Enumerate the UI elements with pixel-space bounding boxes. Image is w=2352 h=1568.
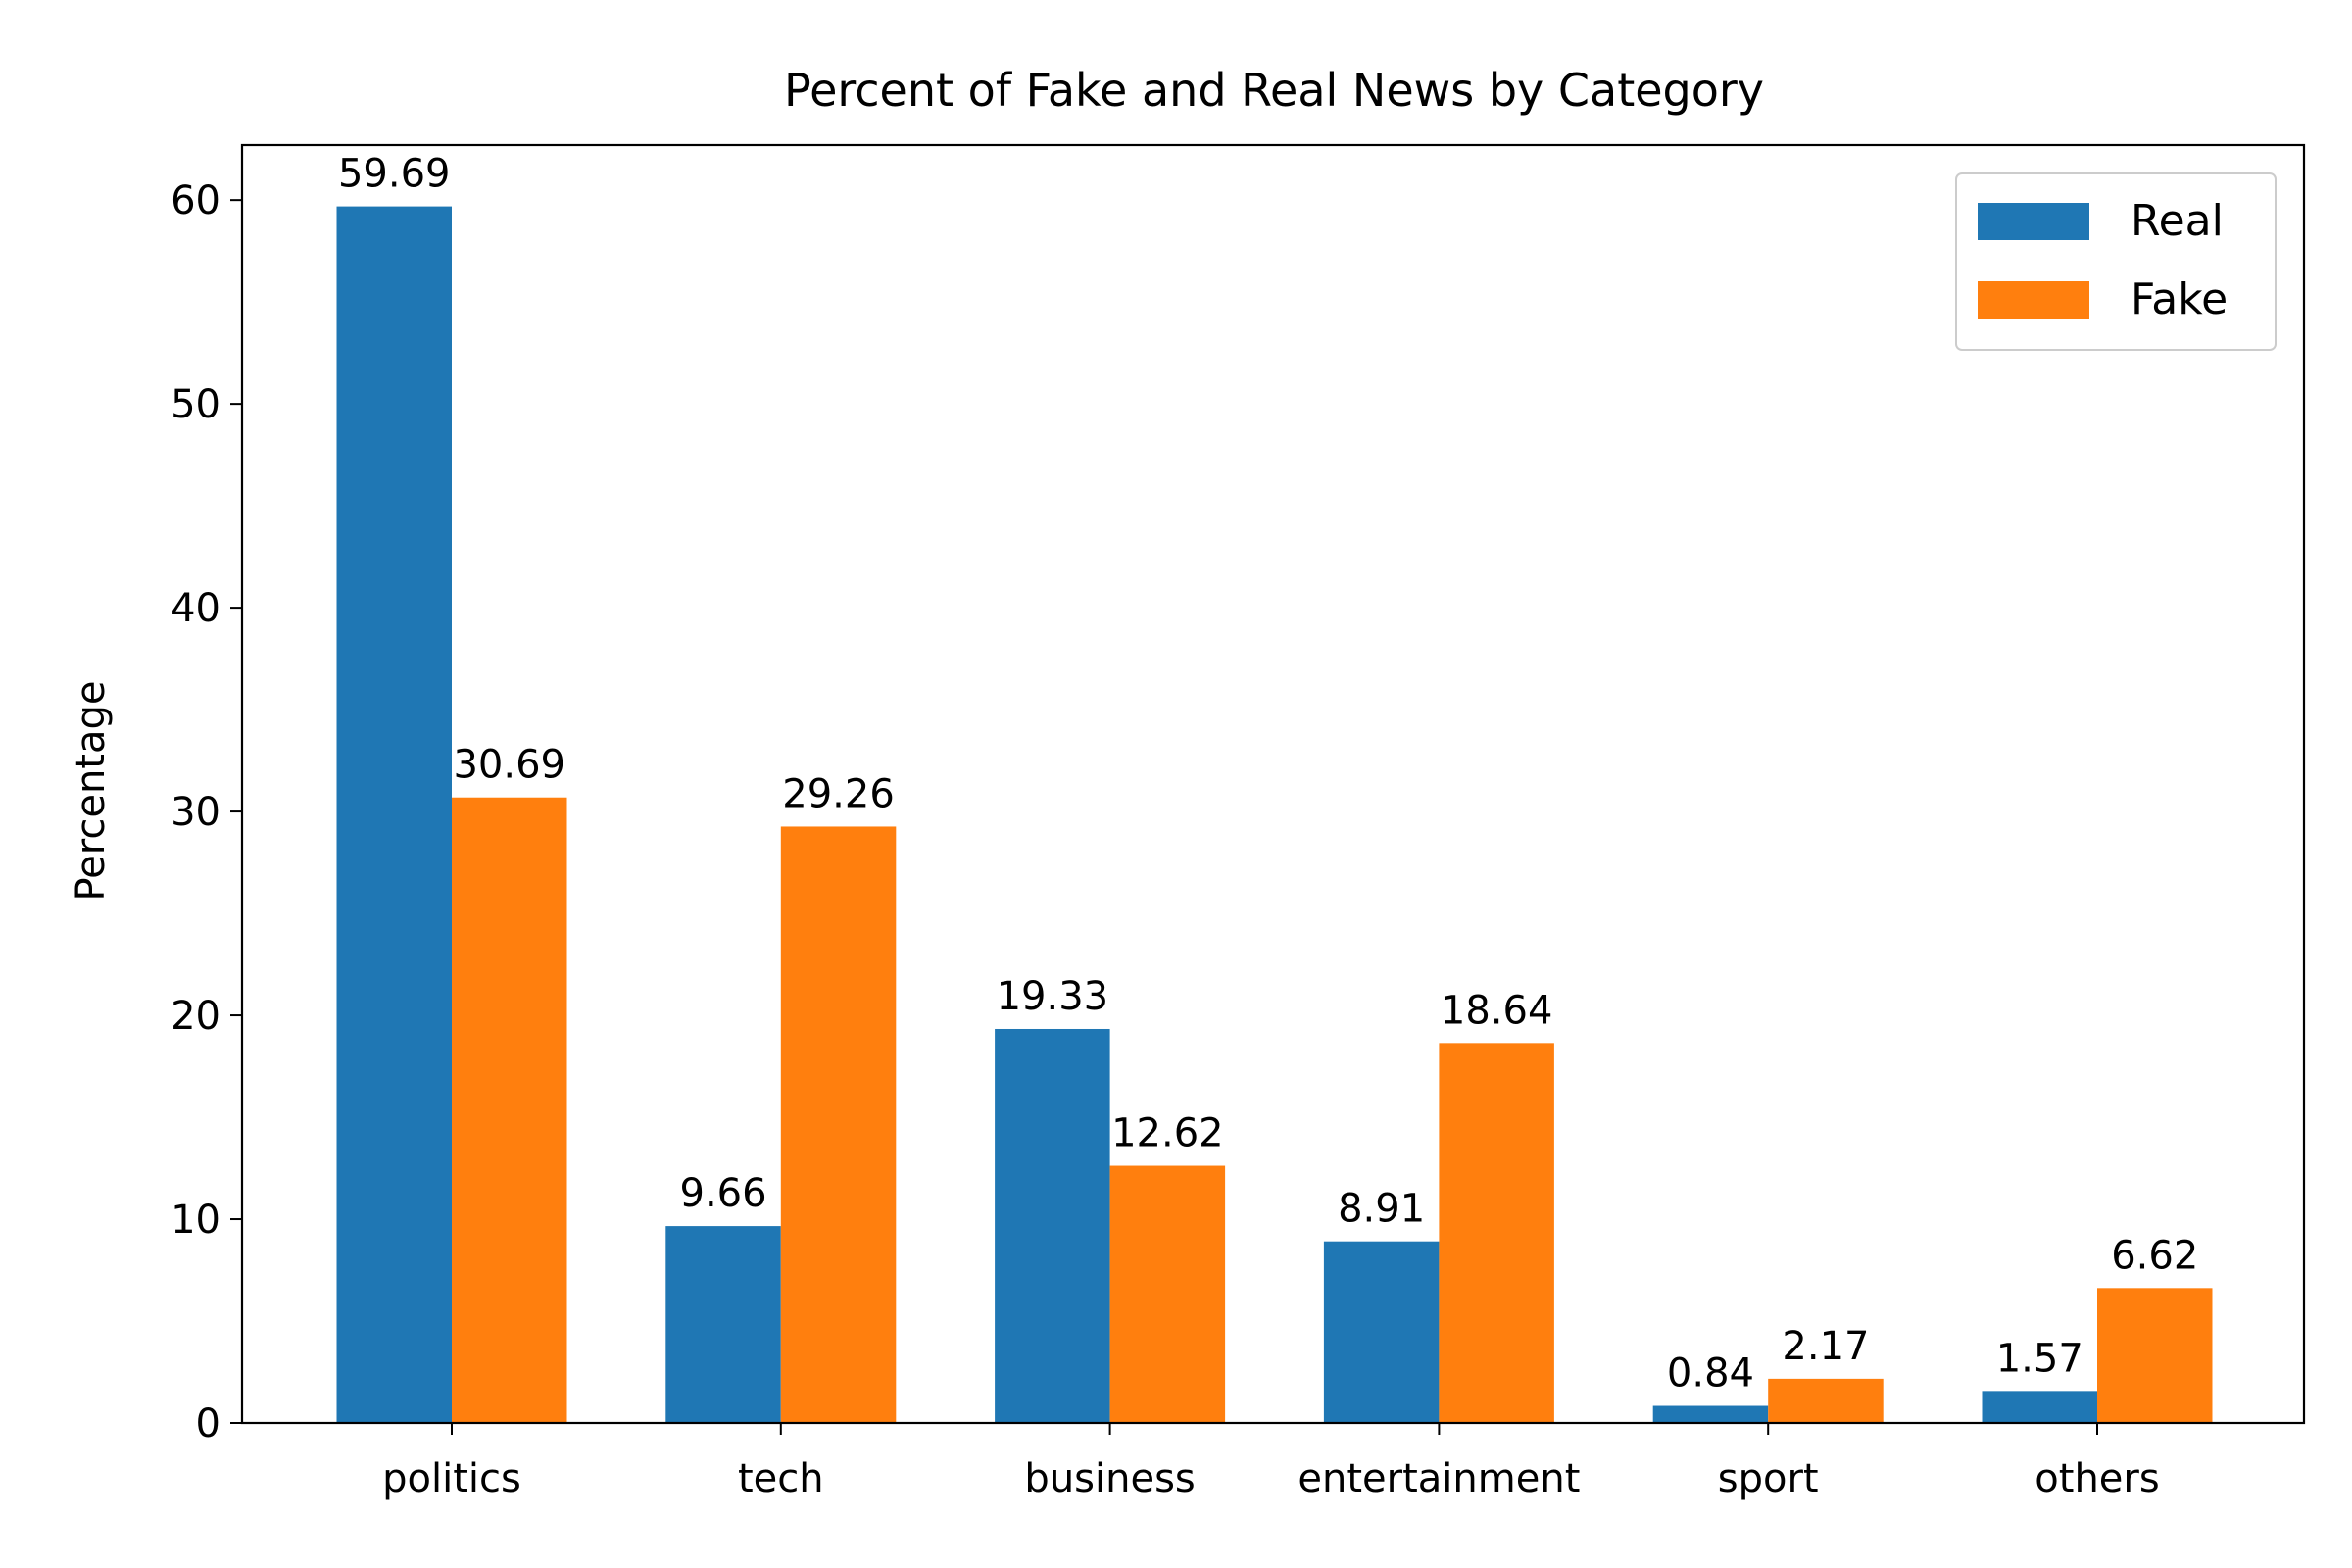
y-tick-label: 20 — [171, 994, 220, 1039]
bar-fake-politics — [452, 797, 567, 1423]
bar-real-politics — [336, 206, 452, 1423]
data-label-fake-entertainment: 18.64 — [1441, 988, 1553, 1033]
bar-real-entertainment — [1323, 1241, 1440, 1423]
bars-group — [336, 206, 2213, 1423]
legend-swatch-fake — [1978, 281, 2089, 318]
bar-fake-business — [1109, 1165, 1226, 1423]
y-tick-label: 40 — [171, 586, 220, 631]
data-label-fake-business: 12.62 — [1111, 1111, 1224, 1156]
data-label-fake-sport: 2.17 — [1782, 1324, 1869, 1369]
y-axis-label: Percentage — [69, 680, 114, 901]
x-tick-label-entertainment: entertainment — [1298, 1456, 1580, 1501]
x-tick-label-tech: tech — [738, 1456, 824, 1501]
y-axis: 0 10 20 30 40 50 60 — [171, 178, 242, 1446]
x-tick-label-politics: politics — [382, 1456, 521, 1501]
x-tick-label-others: others — [2034, 1456, 2159, 1501]
legend-swatch-real — [1978, 203, 2089, 240]
y-tick-label: 30 — [171, 790, 220, 835]
data-label-fake-politics: 30.69 — [453, 743, 565, 788]
y-tick-label: 60 — [171, 178, 220, 223]
bar-real-business — [995, 1028, 1110, 1423]
bar-real-tech — [665, 1226, 781, 1423]
legend-label-fake: Fake — [2131, 274, 2228, 324]
bar-real-sport — [1652, 1405, 1769, 1423]
data-labels-group: 59.69 9.66 19.33 8.91 0.84 1.57 30.69 29.26 12.6… — [338, 152, 2198, 1396]
x-axis: politics tech business entertainment sport ot… — [382, 1423, 2160, 1501]
data-label-real-business: 19.33 — [997, 974, 1109, 1019]
y-tick-label: 10 — [171, 1198, 220, 1243]
plot-frame — [240, 143, 2306, 1425]
bar-real-others — [1982, 1391, 2097, 1423]
data-label-real-entertainment: 8.91 — [1338, 1187, 1425, 1232]
bar-fake-tech — [780, 826, 897, 1423]
bar-fake-others — [2097, 1288, 2213, 1423]
x-tick-label-business: business — [1024, 1456, 1195, 1501]
legend: Real Fake — [1955, 172, 2277, 351]
x-tick-label-sport: sport — [1718, 1456, 1819, 1501]
data-label-real-sport: 0.84 — [1667, 1351, 1754, 1396]
chart-title: Percent of Fake and Real News by Categor… — [784, 64, 1764, 117]
bar-fake-entertainment — [1439, 1043, 1554, 1423]
bar-fake-sport — [1768, 1378, 1884, 1423]
data-label-real-politics: 59.69 — [338, 152, 451, 197]
y-tick-label: 50 — [171, 382, 220, 427]
y-tick-label: 0 — [196, 1401, 220, 1446]
data-label-fake-tech: 29.26 — [782, 771, 895, 816]
data-label-fake-others: 6.62 — [2111, 1233, 2198, 1278]
legend-label-real: Real — [2131, 196, 2224, 246]
data-label-real-others: 1.57 — [1996, 1336, 2083, 1381]
data-label-real-tech: 9.66 — [680, 1171, 767, 1216]
